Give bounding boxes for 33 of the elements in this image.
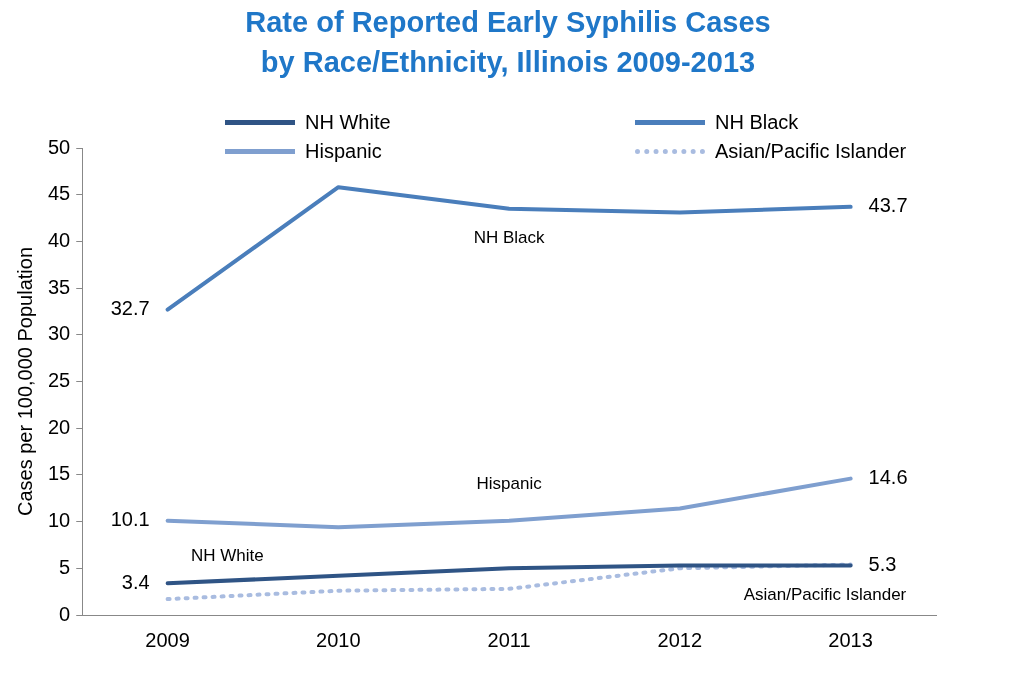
x-tick-label: 2010 xyxy=(316,628,361,651)
y-tick-label: 5 xyxy=(59,555,71,578)
annotation: NH White xyxy=(191,546,264,566)
data-label: 14.6 xyxy=(868,466,908,489)
annotation: Hispanic xyxy=(476,474,543,494)
data-label: 5.3 xyxy=(868,553,897,576)
data-label: 32.7 xyxy=(110,297,150,320)
y-tick-label: 30 xyxy=(48,322,71,345)
legend-label: NH Black xyxy=(715,111,799,134)
y-tick-label: 20 xyxy=(48,415,71,438)
y-tick-label: 45 xyxy=(48,182,71,205)
data-label: 3.4 xyxy=(121,570,150,593)
legend-label: NH White xyxy=(305,111,391,134)
x-tick-label: 2013 xyxy=(828,628,873,651)
y-tick-label: 10 xyxy=(48,509,71,532)
y-tick-label: 25 xyxy=(48,369,71,392)
y-axis-title: Cases per 100,000 Population xyxy=(13,246,36,517)
y-tick-label: 50 xyxy=(48,135,71,158)
legend-label: Hispanic xyxy=(305,140,382,163)
y-tick-label: 0 xyxy=(59,602,71,625)
legend-label: Asian/Pacific Islander xyxy=(715,140,907,163)
annotation: Asian/Pacific Islander xyxy=(743,584,907,604)
text: Rate of Reported Early Syphilis Cases xyxy=(245,6,771,38)
data-label: 10.1 xyxy=(110,508,150,531)
y-tick-label: 15 xyxy=(48,462,71,485)
x-tick-label: 2009 xyxy=(145,628,190,651)
data-label: 43.7 xyxy=(868,194,908,217)
y-tick-label: 40 xyxy=(48,228,71,251)
x-tick-label: 2011 xyxy=(487,628,531,651)
text: by Race/Ethnicity, Illinois 2009-2013 xyxy=(260,46,756,78)
y-tick-label: 35 xyxy=(48,275,71,298)
annotation: NH Black xyxy=(473,228,546,248)
x-tick-label: 2012 xyxy=(657,628,703,651)
